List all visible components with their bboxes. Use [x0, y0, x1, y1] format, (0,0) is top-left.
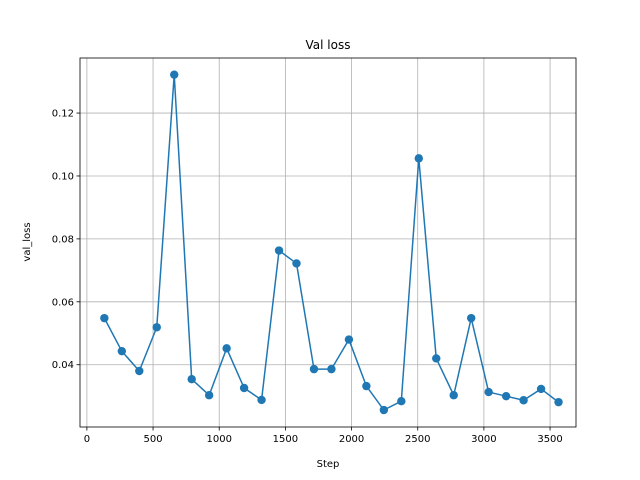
- data-point: [100, 313, 109, 323]
- data-point: [344, 335, 354, 344]
- data-point: [117, 346, 127, 356]
- series-layer: [100, 70, 563, 415]
- data-point: [432, 354, 441, 363]
- y-axis: 0.04 0.06 0.08 0.10 0.12: [52, 109, 80, 371]
- y-tick-label: 0.04: [52, 360, 74, 371]
- data-point: [292, 259, 301, 268]
- x-axis: 0 500 1000 1500 2000 2500 3000 3500: [84, 427, 563, 445]
- x-tick-label: 3500: [537, 434, 562, 445]
- data-point: [414, 154, 423, 163]
- x-tick-label: 500: [144, 434, 163, 445]
- data-point: [449, 391, 458, 400]
- x-tick-label: 2000: [339, 434, 364, 445]
- x-tick-label: 0: [84, 434, 90, 445]
- data-point: [519, 396, 528, 405]
- data-point: [362, 381, 371, 391]
- data-point: [379, 405, 389, 415]
- x-axis-label: Step: [317, 459, 340, 470]
- x-tick-label: 1000: [206, 434, 231, 445]
- x-tick-label: 1500: [273, 434, 298, 445]
- data-point: [204, 391, 214, 400]
- data-point: [484, 387, 493, 397]
- data-point: [152, 323, 161, 332]
- data-point: [222, 344, 231, 353]
- x-tick-label: 2500: [405, 434, 430, 445]
- data-point: [327, 364, 336, 374]
- y-axis-label: val_loss: [22, 222, 33, 261]
- x-tick-label: 3000: [471, 434, 496, 445]
- data-point: [257, 395, 266, 405]
- data-point: [274, 246, 284, 255]
- y-tick-label: 0.12: [52, 109, 74, 120]
- y-tick-label: 0.06: [52, 297, 74, 308]
- data-point: [501, 391, 511, 401]
- y-tick-label: 0.10: [52, 171, 74, 182]
- chart-title: Val loss: [306, 38, 351, 52]
- data-point: [309, 364, 319, 374]
- data-point: [536, 384, 546, 394]
- data-point: [239, 383, 249, 393]
- data-point: [554, 397, 563, 407]
- data-point: [170, 70, 179, 79]
- data-point: [466, 313, 476, 323]
- data-point: [135, 366, 144, 376]
- plot-frame: [79, 57, 577, 428]
- y-tick-label: 0.08: [52, 234, 74, 245]
- data-point: [397, 397, 406, 406]
- data-point: [187, 374, 196, 384]
